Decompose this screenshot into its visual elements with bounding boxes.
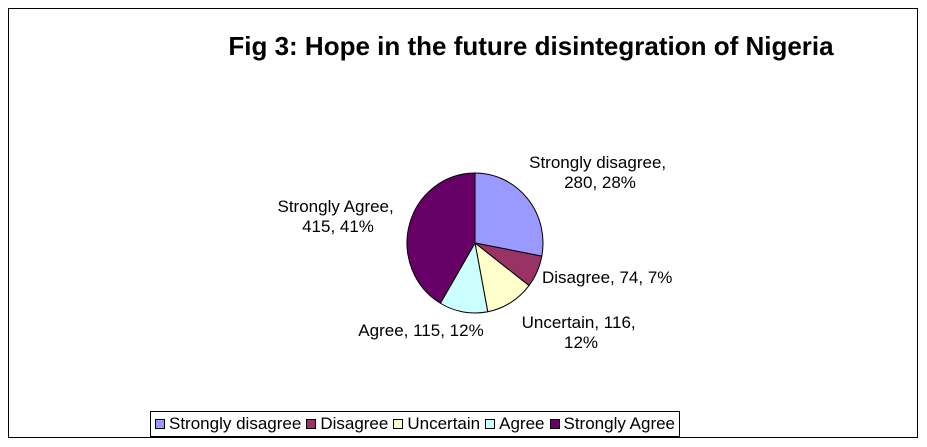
legend-swatch [549, 419, 560, 429]
legend-swatch [155, 419, 165, 429]
slice-label-strongly-disagree: Strongly disagree, 280, 28% [529, 153, 671, 192]
legend-item-uncertain: Uncertain [393, 414, 480, 434]
pie-slice-strongly-agree [406, 172, 476, 304]
slice-label-uncertain: Uncertain, 116, 12% [522, 313, 641, 352]
legend-label: Agree [499, 414, 545, 433]
slice-label-strongly-agree: Strongly Agree, 415, 41% [278, 197, 399, 236]
pie-slice-strongly-disagree [474, 172, 544, 257]
slice-label-agree: Agree, 115, 12% [358, 321, 483, 340]
legend-item-strongly-agree: Strongly Agree [549, 414, 676, 434]
slice-labels: Strongly disagree, 280, 28% Disagree, 74… [278, 153, 673, 352]
legend-item-disagree: Disagree [306, 414, 388, 434]
legend-swatch [393, 419, 404, 429]
legend-label: Uncertain [407, 414, 481, 433]
legend-swatch [485, 419, 496, 429]
chart-legend: Strongly disagree Disagree Uncertain Agr… [150, 411, 681, 437]
legend-item-agree: Agree [485, 414, 545, 434]
pie-slices [406, 172, 544, 314]
legend-swatch [306, 419, 317, 429]
slice-label-disagree: Disagree, 74, 7% [542, 268, 672, 287]
legend-label: Strongly Agree [563, 414, 676, 433]
legend-label: Disagree [320, 414, 389, 433]
legend-label: Strongly disagree [169, 414, 302, 433]
legend-item-strongly-disagree: Strongly disagree [155, 414, 301, 434]
chart-title: Fig 3: Hope in the future disintegration… [228, 31, 834, 61]
